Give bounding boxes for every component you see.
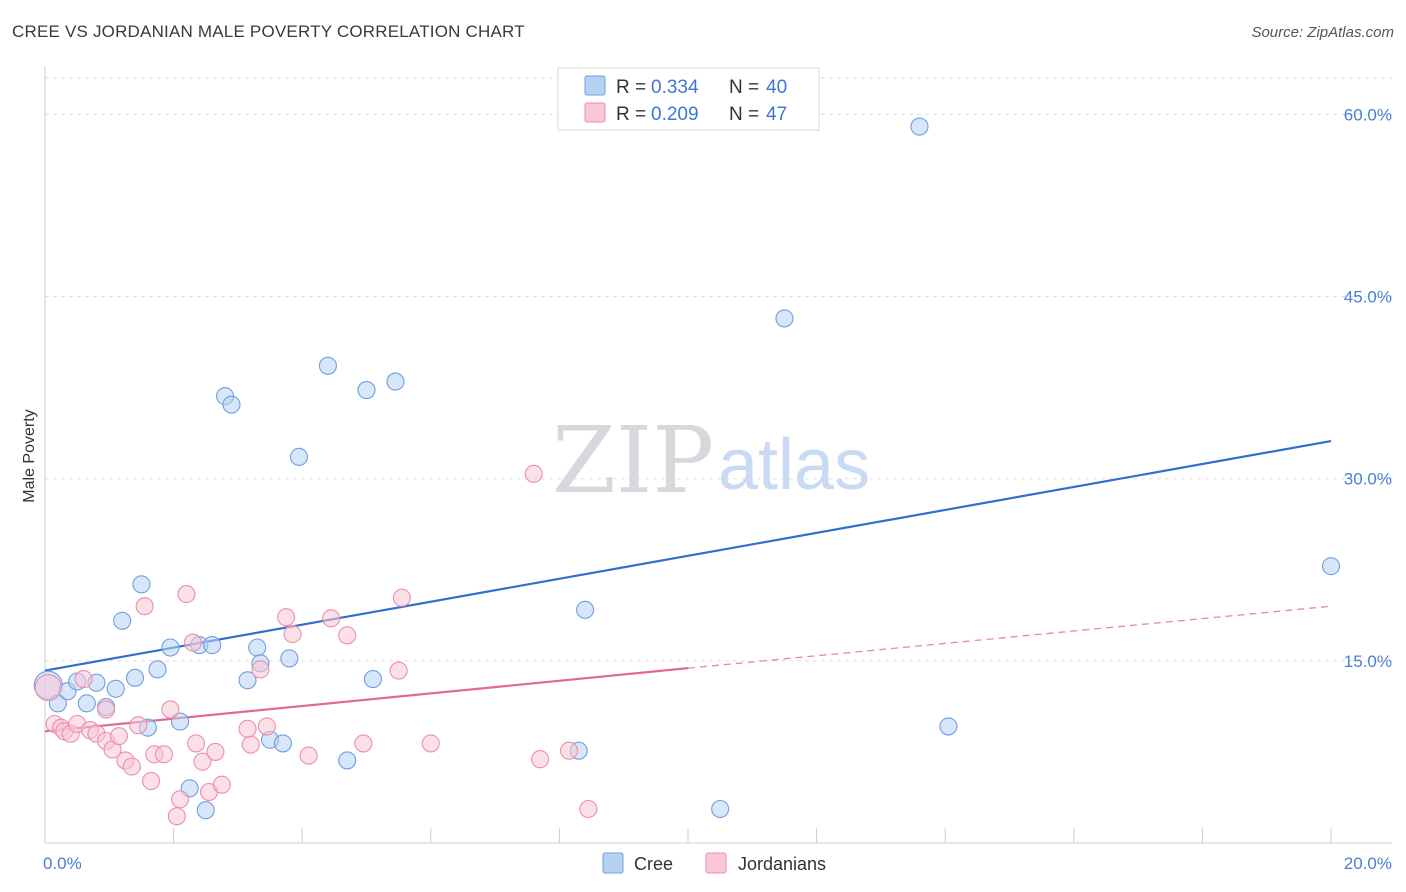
cree-point bbox=[711, 799, 730, 819]
cree-point bbox=[576, 600, 595, 619]
cree-point bbox=[170, 712, 190, 731]
trend-line-cree bbox=[44, 439, 1332, 672]
cree-point bbox=[318, 356, 337, 375]
y-tick-label-2: 45.0% bbox=[1344, 288, 1392, 307]
watermark-atlas: atlas bbox=[718, 425, 870, 505]
series-legend: Cree Jordanians bbox=[602, 852, 826, 874]
jordanians-point bbox=[421, 734, 440, 753]
cree-point bbox=[222, 395, 241, 414]
cree-point bbox=[248, 638, 267, 657]
jordanians-point bbox=[322, 609, 341, 628]
jordanians-point bbox=[109, 727, 128, 746]
jordanians-point bbox=[559, 741, 579, 760]
legend-r-value-cree: 0.334 bbox=[651, 77, 699, 98]
legend-swatch-jordanians bbox=[584, 102, 606, 123]
jordanians-point bbox=[389, 661, 408, 680]
jordanians-point bbox=[392, 588, 411, 607]
series-legend-label-cree: Cree bbox=[634, 854, 673, 874]
jordanians-point bbox=[167, 807, 186, 826]
jordanians-point bbox=[183, 633, 202, 652]
cree-point bbox=[280, 649, 299, 668]
legend-n-label-cree: N = bbox=[729, 77, 759, 98]
cree-point bbox=[363, 670, 382, 689]
jordanians-point bbox=[135, 597, 154, 616]
jordanians-point bbox=[338, 626, 357, 645]
jordanians-point bbox=[524, 464, 543, 483]
jordanians-point bbox=[579, 799, 598, 819]
cree-point bbox=[113, 611, 132, 630]
x-tick-label-right: 20.0% bbox=[1344, 854, 1392, 873]
jordanians-point bbox=[34, 674, 62, 702]
jordanians-point bbox=[170, 790, 190, 809]
cree-point bbox=[132, 575, 151, 594]
tick-labels: 15.0% 30.0% 45.0% 60.0% 0.0% 20.0% bbox=[43, 105, 1392, 873]
cree-point bbox=[203, 636, 222, 655]
cree-point bbox=[1321, 557, 1341, 576]
jordanians-point bbox=[206, 742, 225, 761]
cree-point bbox=[148, 660, 167, 679]
cree-point bbox=[77, 694, 96, 713]
jordanians-point bbox=[531, 750, 550, 769]
jordanians-point bbox=[142, 772, 161, 791]
cree-point bbox=[106, 679, 125, 698]
legend-r-label-jordanians: R = bbox=[616, 104, 646, 125]
legend-r-label-cree: R = bbox=[616, 77, 646, 98]
y-tick-label-1: 30.0% bbox=[1344, 470, 1392, 489]
cree-point bbox=[386, 372, 405, 391]
jordanians-point bbox=[257, 717, 276, 736]
legend-r-value-jordanians: 0.209 bbox=[651, 104, 699, 125]
cree-point bbox=[357, 381, 376, 400]
y-tick-label-0: 15.0% bbox=[1344, 652, 1392, 671]
legend-n-value-jordanians: 47 bbox=[766, 104, 787, 125]
jordanians-point bbox=[212, 775, 231, 794]
jordanians-point bbox=[161, 700, 180, 719]
series-legend-swatch-cree bbox=[602, 852, 624, 874]
cree-point bbox=[125, 668, 145, 687]
axes bbox=[44, 66, 1392, 844]
legend-n-label-jordanians: N = bbox=[729, 104, 759, 125]
cree-point bbox=[273, 734, 292, 753]
jordanians-point bbox=[354, 734, 373, 753]
jordanians-point bbox=[241, 735, 260, 754]
series-legend-label-jordanians: Jordanians bbox=[738, 854, 826, 874]
trend-line-jordanians-dashed bbox=[687, 605, 1332, 669]
source-label: Source: ZipAtlas.com bbox=[1251, 24, 1394, 41]
jordanians-point bbox=[238, 719, 257, 738]
cree-point bbox=[775, 309, 794, 328]
jordanians-point bbox=[154, 745, 174, 764]
jordanians-point bbox=[283, 625, 302, 644]
cree-point bbox=[910, 117, 929, 136]
jordanians-point bbox=[193, 752, 212, 771]
y-axis-label: Male Poverty bbox=[21, 409, 38, 502]
legend-n-value-cree: 40 bbox=[766, 77, 787, 98]
jordanians-point bbox=[74, 670, 93, 689]
jordanians-point bbox=[299, 746, 318, 765]
x-tick-label-left: 0.0% bbox=[43, 854, 82, 873]
grid-lines bbox=[45, 77, 1392, 662]
cree-point bbox=[196, 801, 215, 820]
jordanians-point bbox=[187, 734, 206, 753]
y-tick-label-3: 60.0% bbox=[1344, 105, 1392, 124]
cree-point bbox=[238, 671, 257, 690]
jordanians-point bbox=[177, 585, 196, 604]
jordanians-point bbox=[251, 660, 270, 679]
jordanians-point bbox=[97, 700, 116, 719]
jordanians-point bbox=[277, 608, 296, 627]
cree-point bbox=[161, 638, 180, 657]
series-legend-swatch-jordanians bbox=[705, 852, 727, 874]
cree-point bbox=[289, 447, 309, 466]
jordanians-point bbox=[129, 716, 148, 735]
legend-swatch-cree bbox=[584, 75, 606, 96]
cree-point bbox=[939, 717, 958, 736]
data-points bbox=[33, 117, 1341, 826]
chart-title: CREE VS JORDANIAN MALE POVERTY CORRELATI… bbox=[12, 22, 525, 41]
watermark-zip: ZIP bbox=[552, 407, 714, 514]
cree-point bbox=[338, 751, 357, 770]
correlation-legend: R = 0.334 N = 40 R = 0.209 N = 47 bbox=[557, 67, 820, 131]
jordanians-point bbox=[122, 757, 141, 776]
